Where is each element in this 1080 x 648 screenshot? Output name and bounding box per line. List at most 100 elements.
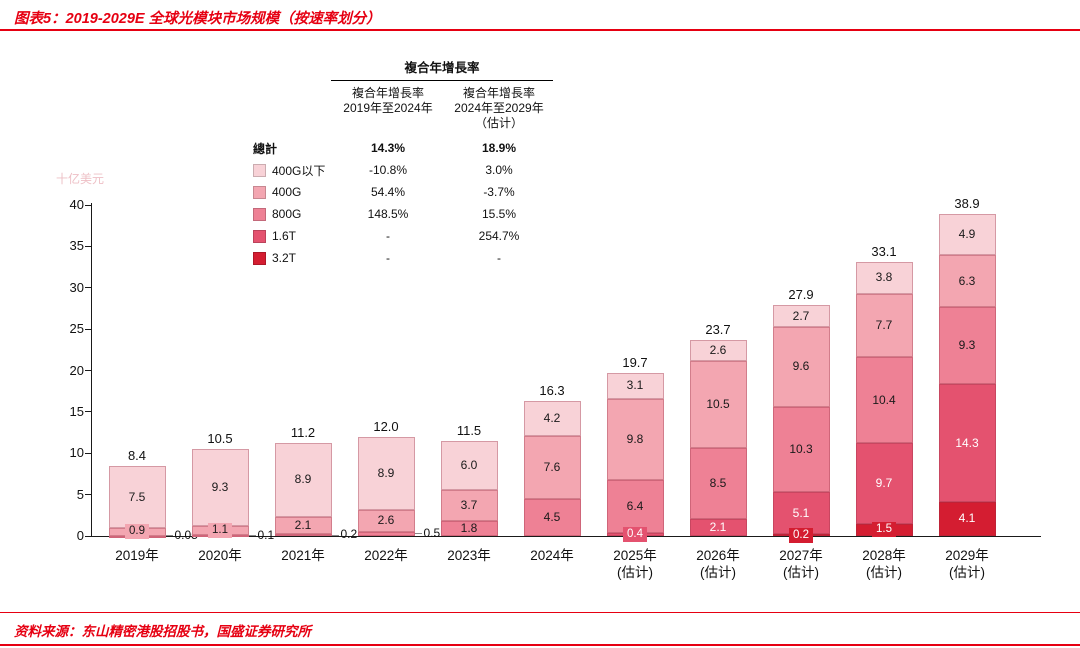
y-tick-mark bbox=[85, 245, 91, 247]
bar-segment-label: 1.8 bbox=[460, 521, 478, 536]
legend-row-1-6t: 1.6T - 254.7% bbox=[253, 225, 553, 247]
bar-total-label: 33.1 bbox=[871, 244, 897, 260]
x-tick-label: 2022年 bbox=[364, 548, 408, 563]
y-axis-line bbox=[91, 203, 92, 537]
bar-segment-400G以下 bbox=[772, 305, 830, 328]
bar-segment-400G bbox=[357, 510, 415, 532]
cagr-col1-header-line2: 2019年至2024年 bbox=[343, 101, 433, 115]
bar-segment-400G bbox=[772, 327, 830, 407]
bar-segment-800G bbox=[357, 531, 415, 536]
x-tick-sublabel: (估计) bbox=[783, 565, 819, 580]
y-tick-label: 15 bbox=[69, 403, 84, 419]
y-tick-mark bbox=[85, 328, 91, 330]
x-tick-label: 2019年 bbox=[115, 548, 159, 563]
x-tick-sublabel: (估计) bbox=[866, 565, 902, 580]
legend-label: 400G bbox=[272, 185, 302, 199]
bar-segment-400G以下 bbox=[357, 436, 415, 511]
bar-segment-label: 4.1 bbox=[958, 511, 976, 526]
bar-segment-label: 2.6 bbox=[377, 513, 395, 528]
figure-title: 图表5：2019-2029E 全球光模块市场规模（按速率划分） bbox=[14, 11, 381, 27]
segment-label-chip: 1.1 bbox=[208, 523, 232, 539]
cagr-value: -3.7% bbox=[483, 185, 515, 199]
bar-segment-label: 7.7 bbox=[875, 317, 893, 332]
bar-segment-label: 4.9 bbox=[958, 227, 976, 242]
bar-segment-label: 6.0 bbox=[460, 457, 478, 472]
x-axis-line bbox=[91, 536, 1041, 537]
bar-segment-label: 9.3 bbox=[211, 480, 229, 495]
cagr-col2-header-line2: 2024年至2029年 bbox=[454, 101, 544, 115]
bar-segment-label: 3.1 bbox=[626, 377, 644, 392]
bar-segment-400G bbox=[606, 398, 664, 480]
outside-segment-label: 0.2 bbox=[340, 527, 358, 542]
legend-label: 3.2T bbox=[272, 251, 297, 265]
y-tick-label: 25 bbox=[69, 321, 84, 337]
cagr-value: - bbox=[386, 229, 390, 243]
bar-segment-label: 9.3 bbox=[958, 337, 976, 352]
bar-segment-800G bbox=[855, 357, 913, 444]
bar-total-label: 27.9 bbox=[788, 287, 814, 303]
cagr-col2-header-line1: 複合年增長率 bbox=[462, 86, 535, 100]
y-tick-mark bbox=[85, 287, 91, 289]
bar-segment-800G bbox=[440, 521, 498, 536]
bar-segment-label: 2.6 bbox=[709, 342, 727, 357]
bar-total-label: 10.5 bbox=[207, 431, 233, 447]
bar-segment-1.6T bbox=[855, 443, 913, 524]
bar-segment-1.6T bbox=[938, 383, 996, 503]
x-tick-label: 2026年 bbox=[696, 548, 740, 563]
bar-segment-label: 3.8 bbox=[875, 270, 893, 285]
source-note: 资料来源：东山精密港股招股书，国盛证券研究所 bbox=[14, 624, 311, 639]
bar-total-label: 12.0 bbox=[373, 418, 399, 434]
y-tick-mark bbox=[85, 370, 91, 371]
segment-label-chip: 0.9 bbox=[125, 524, 149, 540]
bar-segment-800G bbox=[938, 306, 996, 384]
x-tick-label: 2025年 bbox=[613, 548, 657, 563]
bar-segment-label: 10.3 bbox=[789, 441, 813, 456]
x-tick-sublabel: (估计) bbox=[700, 565, 736, 580]
bar-segment-label: 4.5 bbox=[543, 509, 561, 524]
label-leader-line bbox=[331, 534, 339, 536]
bar-segment-label: 7.5 bbox=[128, 490, 146, 505]
bar-segment-800G bbox=[689, 448, 747, 519]
segment-label-chip: 0.4 bbox=[623, 526, 647, 542]
y-tick-label: 35 bbox=[69, 238, 84, 254]
y-tick-mark bbox=[85, 535, 91, 537]
bar-segment-400G以下 bbox=[689, 339, 747, 362]
label-leader-line bbox=[248, 535, 256, 537]
x-tick-label: 2028年 bbox=[862, 548, 906, 563]
bar-segment-400G bbox=[523, 435, 581, 499]
bar-segment-400G以下 bbox=[855, 262, 913, 294]
bar-segment-label: 10.4 bbox=[872, 393, 896, 408]
bar-segment-800G bbox=[772, 406, 830, 493]
source-divider-top bbox=[0, 612, 1080, 613]
bar-segment-label: 5.1 bbox=[792, 506, 810, 521]
segment-label-chip: 1.5 bbox=[872, 522, 896, 538]
bar-segment-label: 4.2 bbox=[543, 411, 561, 426]
title-divider bbox=[0, 29, 1080, 31]
bar-segment-1.6T bbox=[689, 518, 747, 536]
cagr-value: 3.0% bbox=[485, 163, 513, 177]
bar-segment-400G bbox=[938, 254, 996, 307]
bar-segment-label: 9.7 bbox=[875, 476, 893, 491]
bar-total-label: 11.5 bbox=[456, 422, 482, 438]
y-axis-unit-label: 十亿美元 bbox=[56, 172, 105, 186]
cagr-value: 254.7% bbox=[478, 229, 520, 243]
source-divider-bottom bbox=[0, 644, 1080, 646]
cagr-table-title: 複合年增長率 bbox=[331, 57, 553, 81]
bar-segment-800G bbox=[523, 498, 581, 536]
bar-segment-label: 8.9 bbox=[294, 472, 312, 487]
legend-row-3-2t: 3.2T - - bbox=[253, 247, 553, 269]
cagr-table-header-row: 複合年增長率 bbox=[253, 57, 553, 81]
y-tick-label: 30 bbox=[69, 279, 84, 295]
cagr-value: 54.4% bbox=[370, 185, 406, 199]
bar-total-label: 38.9 bbox=[954, 196, 980, 212]
y-tick-mark bbox=[85, 204, 91, 206]
legend-swatch-3-2t bbox=[253, 251, 266, 265]
y-tick-mark bbox=[85, 411, 91, 413]
x-tick-label: 2021年 bbox=[281, 548, 325, 563]
bar-segment-label: 9.8 bbox=[626, 431, 644, 446]
bar-segment-label: 8.9 bbox=[377, 465, 395, 480]
bar-segment-400G以下 bbox=[606, 372, 664, 399]
bar-segment-label: 9.6 bbox=[792, 359, 810, 374]
legend-row-400g-below: 400G以下 -10.8% 3.0% bbox=[253, 159, 553, 181]
